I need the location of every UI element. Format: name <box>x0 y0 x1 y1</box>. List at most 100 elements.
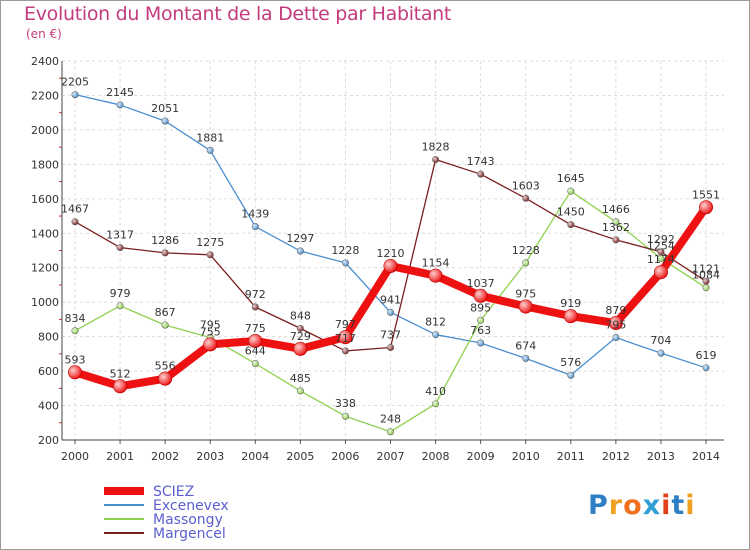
data-point-highlight <box>522 259 529 267</box>
chart-subtitle: (en €) <box>26 27 62 41</box>
y-tick-label: 1200 <box>31 262 59 275</box>
data-label: 867 <box>155 306 176 319</box>
data-point-highlight <box>522 355 529 362</box>
data-point-highlight <box>203 337 217 351</box>
data-point-highlight <box>657 349 665 357</box>
data-point-highlight <box>116 244 124 251</box>
data-label: 704 <box>650 334 671 347</box>
data-point-highlight <box>432 156 439 163</box>
data-label: 1292 <box>647 233 675 246</box>
data-point-highlight <box>338 330 352 344</box>
y-tick-label: 400 <box>38 400 59 413</box>
data-point-highlight <box>567 372 574 379</box>
data-labels: 2205 2145 2051 1881 1439 1297 1228 941 812 763 674… <box>61 76 720 426</box>
data-label: 1121 <box>692 262 720 275</box>
data-label: 593 <box>65 353 86 366</box>
data-point-highlight <box>161 117 169 125</box>
data-point-highlight <box>71 91 79 98</box>
y-tick-label: 2000 <box>31 124 59 137</box>
y-tick-label: 200 <box>38 434 59 447</box>
logo-letter: t <box>671 490 686 521</box>
data-point-highlight <box>207 147 214 154</box>
data-point-highlight <box>342 259 349 267</box>
data-label: 248 <box>380 413 401 426</box>
x-tick-label: 2007 <box>377 450 405 463</box>
data-label: 755 <box>200 325 221 338</box>
y-tick-label: 2400 <box>31 55 59 68</box>
data-point-highlight <box>612 218 620 226</box>
data-point-highlight <box>297 247 304 255</box>
data-point-highlight <box>609 316 623 330</box>
data-point-highlight <box>702 278 710 285</box>
x-tick-label: 2012 <box>602 450 630 463</box>
chart-title: Evolution du Montant de la Dette par Hab… <box>24 3 452 25</box>
logo-letter: P <box>588 490 609 521</box>
data-label: 1210 <box>377 247 405 260</box>
axes: 200 400 600 800 1000 1200 1400 1600 1800 2000 2200… <box>31 55 724 463</box>
y-tick-label: 1000 <box>31 296 59 309</box>
data-label: 1551 <box>692 188 720 201</box>
data-point-highlight <box>522 195 529 202</box>
data-label: 1228 <box>331 244 359 257</box>
x-tick-label: 2003 <box>196 450 224 463</box>
data-point-highlight <box>702 364 710 372</box>
data-label: 1645 <box>557 172 585 185</box>
data-point-highlight <box>116 101 124 109</box>
x-tick-label: 2004 <box>241 450 269 463</box>
data-point-highlight <box>564 309 578 323</box>
data-label: 674 <box>515 339 536 352</box>
data-label: 2205 <box>61 76 89 89</box>
data-label: 644 <box>245 345 266 358</box>
data-point-highlight <box>612 334 620 341</box>
y-tick-label: 1600 <box>31 193 59 206</box>
proxiti-logo: Proxiti <box>588 490 696 521</box>
data-label: 1297 <box>286 232 314 245</box>
data-label: 972 <box>245 288 266 301</box>
data-label: 1174 <box>647 253 675 266</box>
data-label: 1362 <box>602 221 630 234</box>
x-tick-label: 2013 <box>647 450 675 463</box>
data-label: 619 <box>696 349 717 362</box>
data-point-highlight <box>293 342 307 356</box>
data-label: 1881 <box>196 131 224 144</box>
data-label: 775 <box>245 322 266 335</box>
data-label: 795 <box>605 318 626 331</box>
data-label: 975 <box>515 287 536 300</box>
y-tick-label: 1400 <box>31 227 59 240</box>
x-tick-label: 2010 <box>512 450 540 463</box>
legend-label: Massongy <box>153 512 223 528</box>
x-tick-label: 2006 <box>331 450 359 463</box>
data-label: 1275 <box>196 236 224 249</box>
data-point-highlight <box>702 284 710 291</box>
x-tick-label: 2002 <box>151 450 179 463</box>
data-label: 848 <box>290 309 311 322</box>
data-point-highlight <box>477 170 484 178</box>
data-point-highlight <box>68 365 82 379</box>
data-label: 729 <box>290 330 311 343</box>
data-label: 556 <box>155 360 176 373</box>
data-label: 410 <box>425 385 446 398</box>
series-lines <box>68 91 713 436</box>
logo-letter: r <box>608 490 624 521</box>
data-label: 1603 <box>512 179 540 192</box>
data-point-highlight <box>248 334 262 348</box>
data-point-highlight <box>161 249 169 257</box>
data-label: 485 <box>290 372 311 385</box>
data-label: 812 <box>425 316 446 329</box>
data-point-highlight <box>387 309 394 316</box>
y-tick-label: 800 <box>38 331 59 344</box>
data-point-highlight <box>699 200 713 214</box>
data-point-highlight <box>429 269 443 283</box>
data-point-highlight <box>657 248 665 256</box>
data-label: 763 <box>470 324 491 337</box>
data-point-highlight <box>387 344 394 351</box>
data-point-highlight <box>477 339 484 347</box>
data-label: 2145 <box>106 86 134 99</box>
data-point-highlight <box>567 221 574 228</box>
data-label: 1467 <box>61 203 89 216</box>
data-label: 1828 <box>422 141 450 154</box>
data-point-highlight <box>297 325 304 332</box>
data-label: 1439 <box>241 208 269 221</box>
y-tick-label: 1800 <box>31 158 59 171</box>
